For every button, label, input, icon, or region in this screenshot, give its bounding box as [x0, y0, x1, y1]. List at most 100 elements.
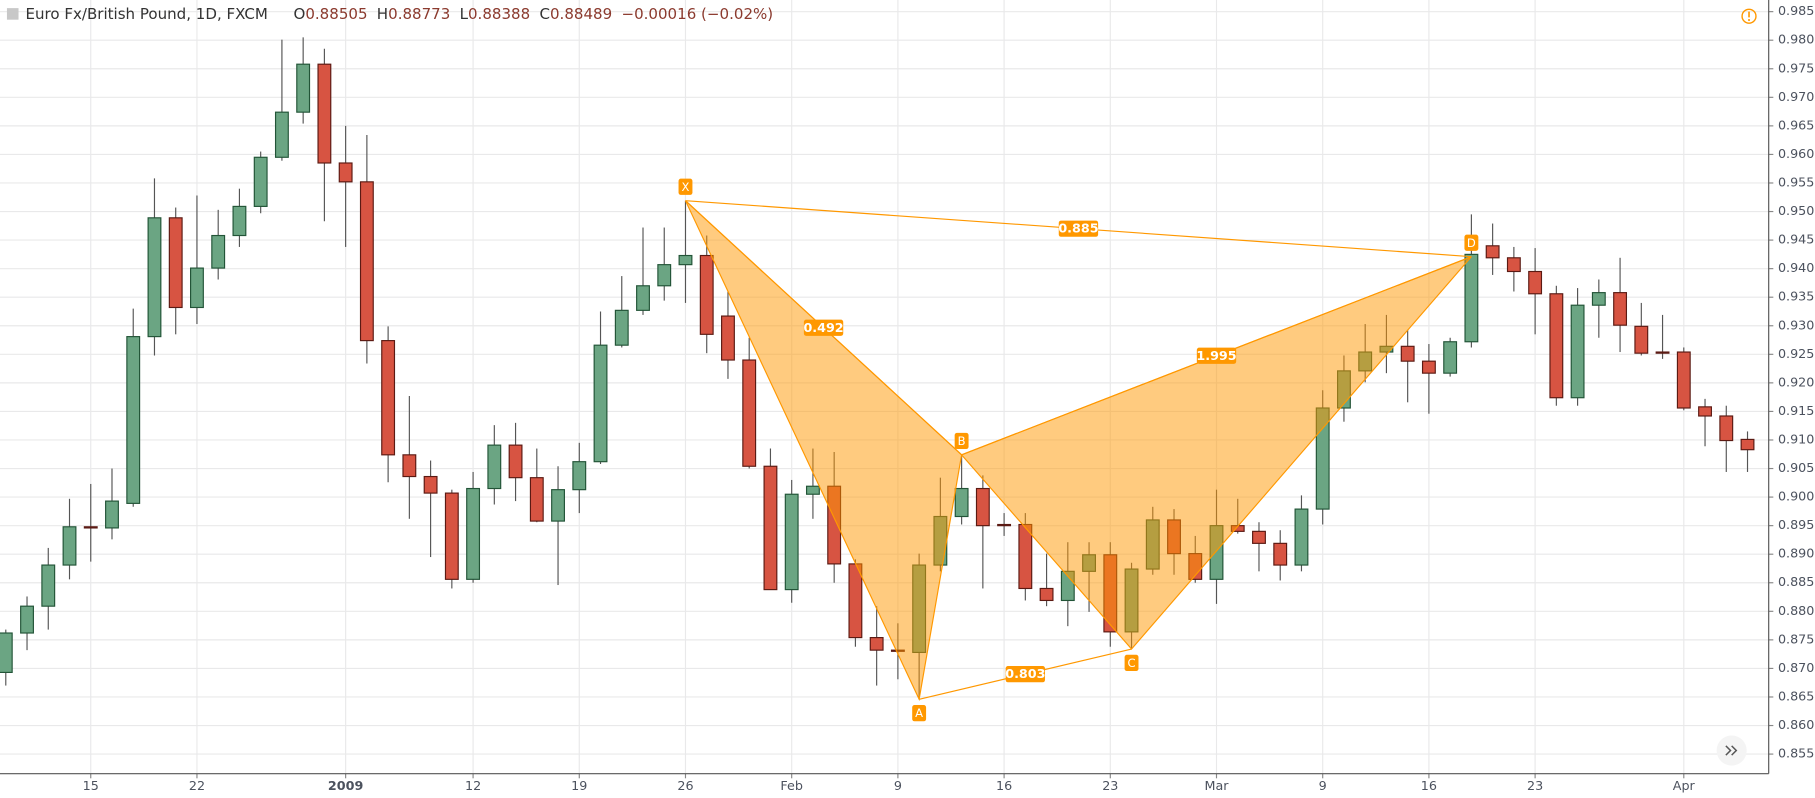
candle-body [41, 564, 56, 607]
ohlc-value: 0.88489 [550, 4, 612, 22]
x-tick-label: 9 [894, 779, 902, 794]
y-tick-label: 0.94000 [1778, 261, 1815, 276]
candle-body [1506, 257, 1521, 273]
candle-body [168, 217, 183, 309]
candle-body [508, 444, 523, 479]
candle-body [232, 205, 247, 237]
ohlc-value: 0.88773 [388, 4, 450, 22]
x-tick-label: Feb [780, 779, 803, 794]
y-tick-label: 0.87000 [1778, 661, 1815, 676]
ratio-box [1196, 347, 1237, 364]
candle-body [869, 637, 884, 651]
x-tick-label: 22 [189, 779, 205, 794]
y-tick-label: 0.93000 [1778, 318, 1815, 333]
candle-body [954, 487, 969, 518]
y-tick-label: 0.98500 [1778, 4, 1815, 19]
candle-body [1528, 270, 1543, 295]
y-tick-label: 0.98000 [1778, 33, 1815, 48]
point-box [954, 432, 969, 450]
candle-body [1570, 304, 1585, 399]
candle-body [1549, 293, 1564, 399]
header-text: Euro Fx/British Pound, 1D, FXCM O0.88505… [25, 4, 773, 22]
y-tick-label: 0.85500 [1778, 747, 1815, 762]
y-tick-label: 0.97500 [1778, 61, 1815, 76]
candle-body [678, 254, 693, 266]
x-tick-label: 15 [83, 779, 99, 794]
symbol-icon[interactable] [6, 8, 19, 20]
point-label: A [915, 706, 923, 720]
ratio-label: 0.803 [1005, 667, 1045, 682]
x-tick-label: 23 [1102, 779, 1118, 794]
candle-body [997, 523, 1012, 527]
candle-body [296, 63, 311, 113]
scroll-button[interactable] [1716, 735, 1747, 766]
candle-body [1655, 351, 1670, 354]
candle-body [657, 264, 672, 287]
x-tick-label: 23 [1527, 779, 1543, 794]
candle-body [444, 492, 459, 580]
y-tick-label: 0.97000 [1778, 90, 1815, 105]
candle-body [466, 487, 481, 580]
candle-body [338, 162, 353, 183]
candle-body [20, 605, 34, 634]
y-tick-label: 0.89000 [1778, 547, 1815, 562]
symbol-title[interactable]: Euro Fx/British Pound, 1D, FXCM [25, 4, 267, 22]
candle-body [0, 632, 13, 673]
ratio-label: 0.885 [1058, 222, 1098, 237]
candle-body [975, 487, 990, 527]
point-label: D [1467, 236, 1476, 250]
y-tick-label: 0.95000 [1778, 204, 1815, 219]
y-tick-label: 0.96000 [1778, 147, 1815, 162]
change: −0.00016 (−0.02%) [621, 4, 773, 22]
y-tick-label: 0.86000 [1778, 718, 1815, 733]
x-tick-label: 12 [465, 779, 481, 794]
point-box [912, 705, 927, 722]
candle-body [1018, 523, 1033, 590]
y-tick-label: 0.90000 [1778, 490, 1815, 505]
candle-body [1464, 253, 1479, 343]
candle-body [402, 454, 417, 478]
ratio-label: 1.995 [1196, 349, 1236, 364]
scroll-circle [1716, 735, 1747, 766]
scroll-chevrons [1725, 745, 1738, 756]
candle-body [848, 563, 863, 639]
candle-body [487, 444, 502, 490]
candle-body [274, 111, 289, 158]
candle-body [126, 336, 141, 504]
candle-body [83, 526, 98, 529]
candle-body [1294, 508, 1309, 566]
x-tick-label: 9 [1319, 779, 1327, 794]
y-tick-label: 0.87500 [1778, 632, 1815, 647]
y-tick-label: 0.95500 [1778, 175, 1815, 190]
ohlc-value: 0.88505 [305, 4, 367, 22]
y-tick-label: 0.91000 [1778, 432, 1815, 447]
candle-body [763, 465, 778, 591]
y-tick-label: 0.92500 [1778, 347, 1815, 362]
candle-body [614, 309, 629, 346]
x-tick-label: Apr [1673, 779, 1696, 794]
candle-body [423, 475, 438, 494]
y-tick-label: 0.92000 [1778, 375, 1815, 390]
candle-body [1676, 351, 1691, 409]
x-tick-label: 16 [996, 779, 1012, 794]
y-tick-label: 0.89500 [1778, 518, 1815, 533]
ohlc-label: C [539, 4, 550, 22]
alert-circle [1741, 8, 1757, 24]
alert-dot [1747, 18, 1751, 22]
candle-body [636, 285, 650, 311]
candle-body [1634, 325, 1649, 354]
y-tick-label: 0.91500 [1778, 404, 1815, 419]
candle-body [1740, 438, 1755, 451]
point-box [1464, 234, 1479, 251]
candle-body [529, 477, 544, 522]
point-box [1124, 654, 1139, 672]
candle-body [742, 359, 757, 467]
ohlc-value: 0.88388 [468, 4, 530, 22]
header: Euro Fx/British Pound, 1D, FXCM O0.88505… [6, 4, 773, 22]
candle-body [1591, 292, 1606, 306]
y-tick-label: 0.88500 [1778, 575, 1815, 590]
candle-body [105, 500, 119, 529]
alert-icon[interactable] [1741, 8, 1757, 24]
